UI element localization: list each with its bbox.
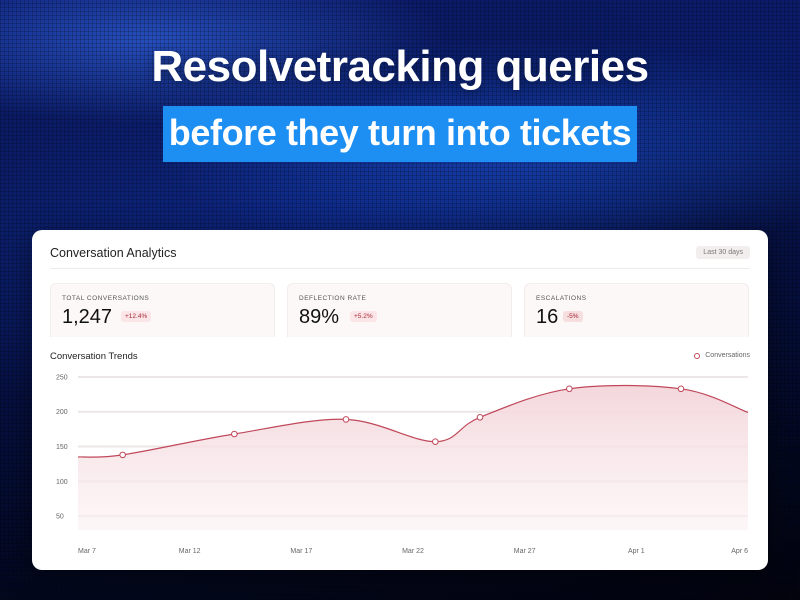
data-point[interactable] (231, 430, 238, 438)
y-tick-label: 150 (56, 444, 68, 451)
data-point[interactable] (566, 385, 573, 393)
stat-label: DEFLECTION RATE (299, 295, 367, 302)
data-point[interactable] (119, 451, 126, 459)
y-tick-label: 250 (56, 374, 68, 381)
chart-legend[interactable]: Conversations (694, 352, 750, 359)
data-point[interactable] (342, 416, 350, 423)
stat-escalations: ESCALATIONS 16 -5% (524, 283, 749, 337)
stat-total-conversations: TOTAL CONVERSATIONS 1,247 +12.4% (50, 283, 275, 337)
header-divider (50, 268, 750, 269)
series-area (78, 385, 748, 530)
card-title: Conversation Analytics (50, 246, 177, 260)
data-point[interactable] (476, 414, 484, 421)
x-tick-label: Apr 6 (731, 548, 748, 555)
stat-change-badge: +5.2% (350, 311, 377, 322)
date-range-selector[interactable]: Last 30 days (696, 246, 750, 259)
data-point[interactable] (432, 438, 439, 445)
x-tick-label: Mar 12 (179, 548, 201, 555)
y-tick-label: 50 (56, 514, 64, 521)
stat-label: ESCALATIONS (536, 295, 587, 302)
stat-value: 1,247 (62, 306, 113, 328)
stat-label: TOTAL CONVERSATIONS (62, 295, 150, 302)
x-tick-label: Apr 1 (628, 548, 645, 555)
x-tick-label: Mar 7 (78, 548, 96, 555)
legend-marker-icon (694, 352, 701, 359)
x-tick-label: Mar 22 (402, 548, 424, 555)
y-tick-label: 200 (56, 409, 68, 416)
hero-subhead: before they turn into tickets (162, 106, 638, 162)
x-tick-label: Mar 27 (514, 548, 536, 555)
stat-value: 89% (299, 306, 340, 328)
data-point[interactable] (677, 385, 685, 393)
stat-value: 16 (536, 306, 559, 328)
x-tick-label: Mar 17 (290, 548, 312, 555)
stat-deflection-rate: DEFLECTION RATE 89% +5.2% (287, 283, 512, 337)
hero-headline: Resolvetracking queries (151, 42, 649, 91)
trend-chart: 50 100 150 200 250 Mar 7 Mar 12 Mar 17 Mar 22 Mar… (56, 374, 749, 555)
stat-change-badge: -5% (563, 311, 583, 322)
y-tick-label: 100 (56, 479, 68, 486)
legend-label: Conversations (705, 352, 750, 359)
stat-change-badge: +12.4% (121, 311, 152, 322)
analytics-card: Conversation Analytics Last 30 days TOTA… (32, 230, 768, 570)
chart-title: Conversation Trends (50, 351, 138, 362)
